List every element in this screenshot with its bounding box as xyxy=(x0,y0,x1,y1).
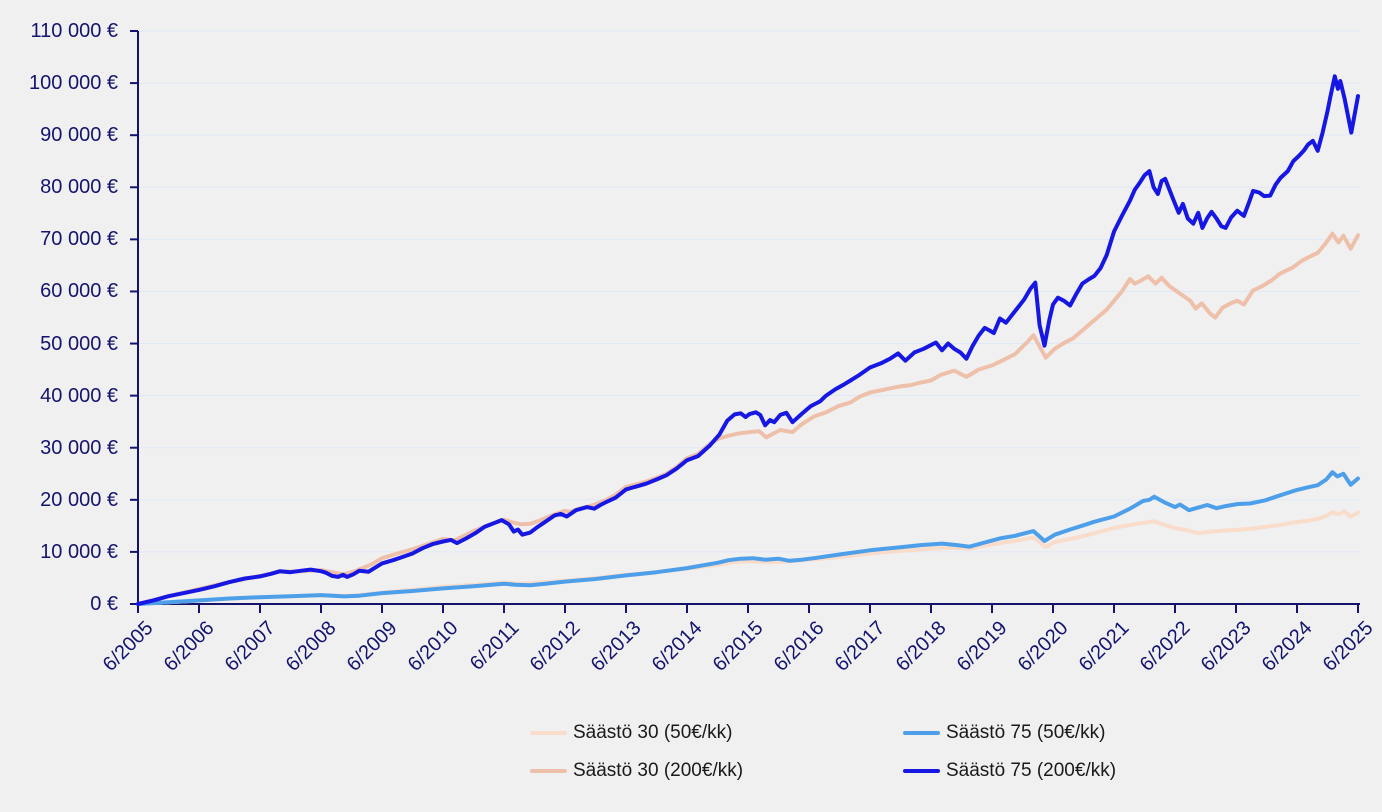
legend-label: Säästö 30 (50€/kk) xyxy=(573,722,733,743)
y-tick-label: 0 € xyxy=(90,593,118,615)
legend-line-swatch xyxy=(903,731,940,735)
legend-label: Säästö 75 (50€/kk) xyxy=(946,722,1106,743)
series-line-s-st-75-50-kk xyxy=(136,470,1360,606)
legend-item-s-st-30-200-kk: Säästö 30 (200€/kk) xyxy=(530,758,743,784)
y-tick-label: 50 000 € xyxy=(40,332,118,355)
legend-item-s-st-75-50-kk: Säästö 75 (50€/kk) xyxy=(903,720,1105,746)
y-tick-label: 70 000 € xyxy=(40,228,118,251)
y-tick-label: 80 000 € xyxy=(40,176,118,199)
y-tick-label: 90 000 € xyxy=(40,124,118,147)
legend-item-s-st-30-50-kk: Säästö 30 (50€/kk) xyxy=(530,720,732,746)
y-tick-label: 60 000 € xyxy=(40,280,118,303)
y-tick-label: 10 000 € xyxy=(40,540,118,563)
legend-label: Säästö 30 (200€/kk) xyxy=(573,760,744,781)
series-line-s-st-30-200-kk xyxy=(136,231,1360,606)
legend-line-swatch xyxy=(530,769,567,773)
y-tick-label: 100 000 € xyxy=(29,72,118,95)
legend-item-s-st-75-200-kk: Säästö 75 (200€/kk) xyxy=(903,758,1116,784)
legend-label: Säästö 75 (200€/kk) xyxy=(946,760,1117,781)
y-tick-label: 20 000 € xyxy=(40,488,118,511)
series-line-s-st-75-200-kk xyxy=(136,74,1360,606)
y-tick-label: 30 000 € xyxy=(40,436,118,459)
y-tick-label: 110 000 € xyxy=(30,20,119,42)
y-tick-label: 40 000 € xyxy=(40,384,118,407)
legend-line-swatch xyxy=(530,731,567,735)
legend-line-swatch xyxy=(903,769,940,773)
